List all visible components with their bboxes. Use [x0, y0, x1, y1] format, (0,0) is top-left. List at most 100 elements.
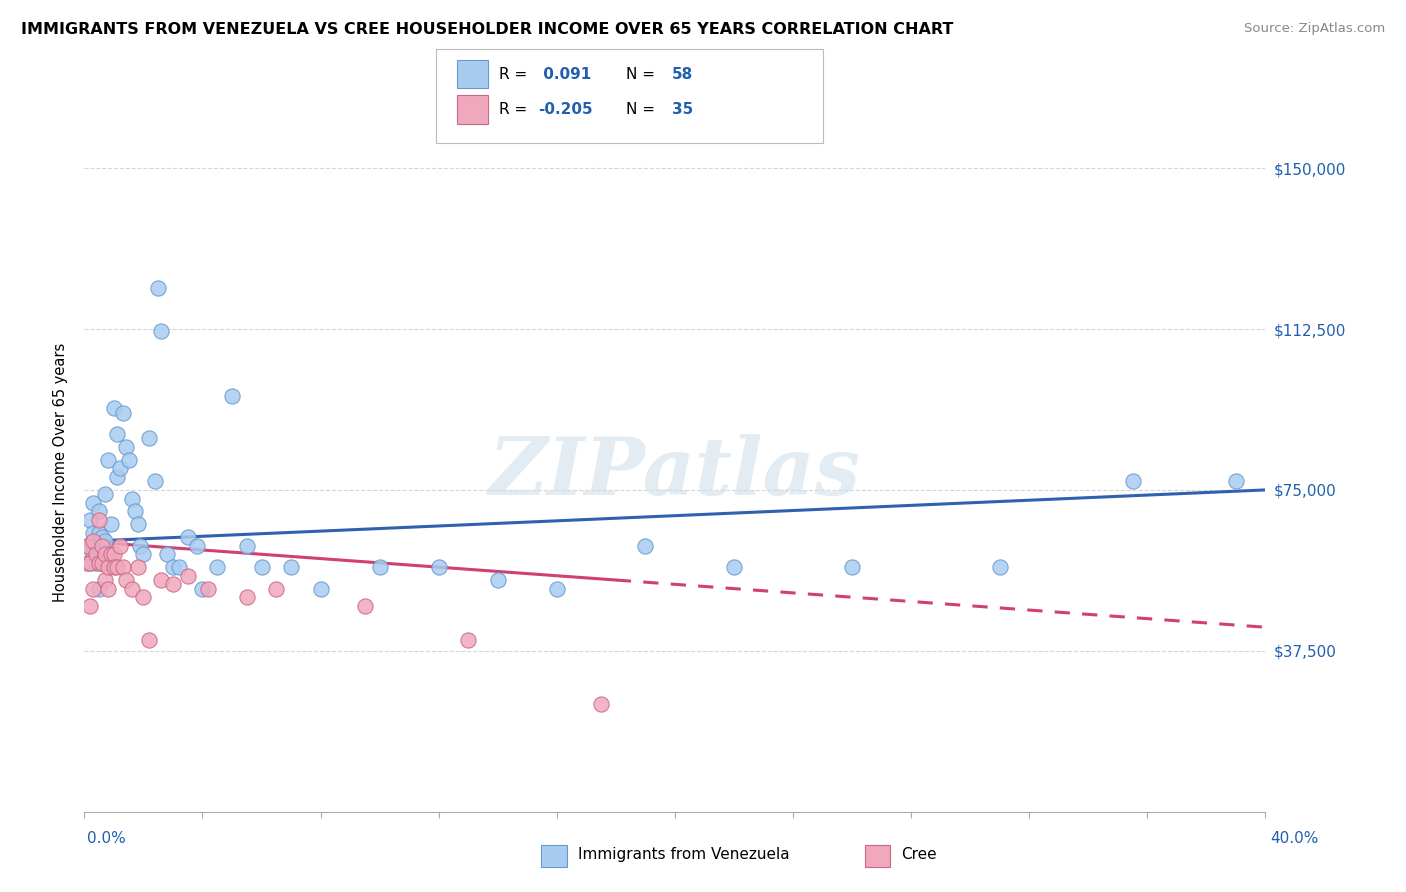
Text: -0.205: -0.205: [538, 103, 593, 117]
Point: [1225, 475, 1247, 489]
Text: 0.0%: 0.0%: [87, 831, 127, 846]
Point: [197, 582, 219, 596]
Point: [100, 556, 122, 570]
Point: [988, 560, 1011, 574]
Point: [103, 401, 125, 416]
Point: [103, 547, 125, 561]
Point: [236, 539, 259, 553]
Text: 35: 35: [672, 103, 693, 117]
Point: [634, 539, 657, 553]
Point: [105, 427, 128, 442]
Text: ZIPatlas: ZIPatlas: [489, 434, 860, 511]
Text: Cree: Cree: [901, 847, 936, 862]
Point: [89, 504, 111, 518]
Point: [94, 573, 117, 587]
Point: [91, 556, 114, 570]
Point: [111, 560, 134, 574]
Point: [457, 633, 479, 648]
Point: [280, 560, 302, 574]
Point: [309, 582, 332, 596]
Point: [91, 556, 114, 570]
Point: [100, 517, 122, 532]
Point: [79, 556, 101, 570]
Point: [94, 534, 117, 549]
Point: [100, 547, 122, 561]
Point: [82, 582, 104, 596]
Point: [84, 556, 107, 570]
Point: [150, 324, 173, 338]
Point: [114, 573, 136, 587]
Point: [82, 547, 104, 561]
Point: [354, 599, 377, 613]
Point: [121, 582, 143, 596]
Point: [94, 556, 117, 570]
Point: [138, 432, 160, 446]
Point: [82, 525, 104, 540]
Text: Immigrants from Venezuela: Immigrants from Venezuela: [578, 847, 790, 862]
Point: [84, 539, 107, 553]
Point: [368, 560, 391, 574]
Point: [177, 530, 200, 544]
Point: [186, 539, 208, 553]
Point: [486, 573, 509, 587]
Point: [127, 517, 149, 532]
Point: [148, 281, 170, 295]
Point: [132, 547, 155, 561]
Point: [82, 534, 104, 549]
Text: 58: 58: [672, 67, 693, 81]
Text: R =: R =: [499, 103, 533, 117]
Point: [89, 513, 111, 527]
Point: [150, 573, 173, 587]
Point: [108, 461, 131, 475]
Point: [127, 560, 149, 574]
Point: [79, 513, 101, 527]
Point: [221, 388, 243, 402]
Text: 0.091: 0.091: [538, 67, 592, 81]
Point: [205, 560, 228, 574]
Point: [591, 698, 613, 712]
Point: [79, 599, 101, 613]
Text: N =: N =: [626, 103, 659, 117]
Point: [94, 547, 117, 561]
Point: [91, 539, 114, 553]
Point: [79, 556, 101, 570]
Point: [114, 440, 136, 454]
Point: [97, 547, 120, 561]
Point: [111, 406, 134, 420]
Point: [97, 560, 120, 574]
Point: [82, 496, 104, 510]
Text: Source: ZipAtlas.com: Source: ZipAtlas.com: [1244, 22, 1385, 36]
Point: [105, 560, 128, 574]
Point: [143, 475, 166, 489]
Point: [76, 539, 98, 553]
Text: IMMIGRANTS FROM VENEZUELA VS CREE HOUSEHOLDER INCOME OVER 65 YEARS CORRELATION C: IMMIGRANTS FROM VENEZUELA VS CREE HOUSEH…: [21, 22, 953, 37]
Point: [108, 539, 131, 553]
Text: R =: R =: [499, 67, 533, 81]
Point: [89, 556, 111, 570]
Point: [264, 582, 288, 596]
Point: [427, 560, 450, 574]
Point: [167, 560, 190, 574]
Point: [162, 560, 184, 574]
Point: [156, 547, 179, 561]
Text: 40.0%: 40.0%: [1271, 831, 1319, 846]
Point: [191, 582, 214, 596]
Point: [89, 525, 111, 540]
Point: [841, 560, 863, 574]
Point: [177, 568, 200, 582]
Point: [118, 453, 141, 467]
Point: [138, 633, 160, 648]
Point: [121, 491, 143, 506]
Point: [132, 590, 155, 604]
Point: [89, 582, 111, 596]
Point: [546, 582, 568, 596]
Point: [723, 560, 745, 574]
Y-axis label: Householder Income Over 65 years: Householder Income Over 65 years: [53, 343, 69, 602]
Point: [236, 590, 259, 604]
Text: N =: N =: [626, 67, 659, 81]
Point: [84, 547, 107, 561]
Point: [129, 539, 152, 553]
Point: [97, 453, 120, 467]
Point: [103, 560, 125, 574]
Point: [1122, 475, 1144, 489]
